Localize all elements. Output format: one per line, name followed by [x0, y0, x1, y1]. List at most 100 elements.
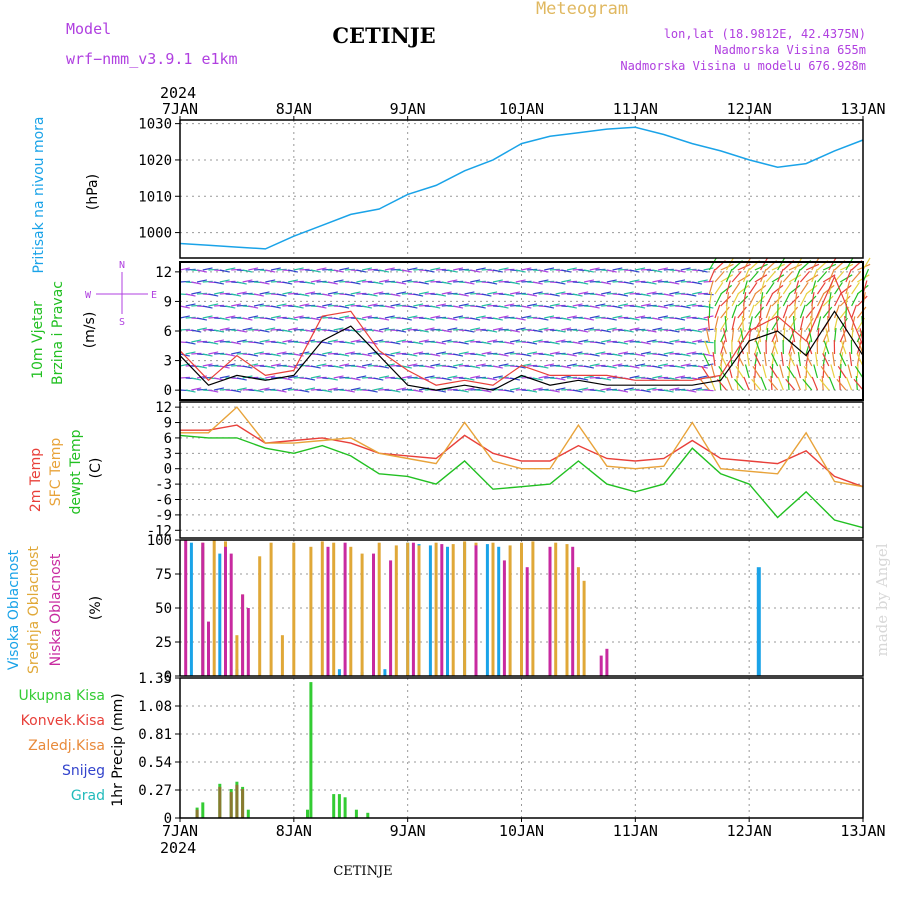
wind-arrow — [840, 340, 847, 355]
wind-arrow — [407, 376, 418, 379]
wind-arrow — [384, 267, 395, 271]
wind-arrow — [725, 303, 728, 319]
wind-arrow — [822, 363, 825, 379]
wind-arrow — [316, 363, 327, 367]
wind-arrow — [196, 269, 208, 273]
wind-gust-line — [179, 275, 864, 386]
wind-arrow — [509, 387, 521, 391]
wind-arrow — [842, 328, 847, 343]
wind-arrow — [527, 303, 538, 307]
wind-arrow — [515, 388, 526, 391]
wind-arrow — [646, 329, 657, 333]
temp-label-2: SFC Temp — [48, 438, 64, 507]
cloud-low-bar — [440, 544, 444, 676]
cloud-mid-bar — [582, 580, 586, 676]
wind-arrow — [362, 353, 373, 357]
wind-arrow — [470, 340, 481, 343]
panel-frame — [179, 539, 864, 677]
wind-arrow — [373, 281, 384, 285]
wind-arrow — [470, 317, 481, 321]
wind-arrow — [305, 304, 316, 307]
wind-arrow — [259, 339, 270, 343]
wind-arrow — [430, 376, 441, 379]
wind-arrow — [527, 364, 538, 367]
wind-arrow — [845, 280, 851, 295]
wind-arrow — [521, 353, 532, 357]
wind-arrow — [407, 363, 418, 367]
wind-arrow — [419, 352, 430, 355]
wind-arrow — [646, 281, 657, 285]
wind-arrow — [185, 293, 196, 297]
wind-arrow — [527, 351, 538, 355]
wind-arrow — [481, 316, 492, 319]
wind-arrow — [839, 328, 847, 343]
footer-station: CETINJE — [333, 864, 392, 879]
wind-arrow — [833, 328, 837, 343]
precip-frz-bar — [235, 784, 239, 818]
wind-arrow — [572, 389, 583, 393]
wind-arrow — [253, 303, 264, 307]
wind-arrow — [362, 315, 373, 319]
wind-arrow — [231, 364, 242, 367]
wind-arrow — [288, 292, 299, 295]
y-tick-label: 9 — [164, 416, 172, 432]
wind-arrow — [777, 268, 784, 283]
wind-arrow — [236, 304, 247, 307]
wind-arrow — [629, 365, 640, 369]
wind-arrow — [401, 365, 412, 369]
wind-arrow — [771, 363, 774, 379]
precip-total-bar — [343, 797, 347, 818]
wind-arrow — [686, 389, 697, 393]
wind-arrow — [692, 291, 703, 295]
y-tick-label: -12 — [147, 523, 172, 539]
wind-arrow — [816, 328, 820, 343]
wind-arrow — [566, 280, 578, 283]
wind-arrow — [618, 303, 629, 307]
wind-arrow — [629, 327, 640, 331]
wind-arrow — [703, 293, 714, 296]
wind-arrow — [697, 327, 708, 331]
wind-arrow — [709, 376, 716, 391]
wind-arrow — [595, 293, 606, 297]
wind-arrow — [595, 389, 606, 393]
wind-arrow — [680, 353, 691, 357]
precip-label-1: Ukupna Kisa — [18, 688, 105, 704]
wind-arrow — [231, 389, 242, 393]
wind-arrow — [816, 316, 822, 331]
wind-arrow — [470, 375, 481, 379]
wind-arrow — [822, 352, 827, 367]
wind-arrow — [509, 291, 521, 295]
wind-arrow — [851, 328, 854, 343]
wind-arrow — [601, 304, 612, 307]
cloud-high-bar — [189, 542, 193, 676]
wind-arrow — [475, 328, 486, 331]
wind-arrow — [822, 274, 836, 283]
wind-arrow — [754, 274, 768, 283]
wind-arrow — [799, 282, 809, 295]
wind-arrow — [788, 352, 792, 367]
wind-arrow — [760, 257, 769, 271]
wind-arrow — [544, 363, 555, 367]
wind-label-1: 10m Vjetar — [30, 301, 46, 379]
wind-arrow — [549, 351, 560, 355]
wind-arrow — [714, 271, 725, 283]
wind-arrow — [344, 351, 355, 355]
wind-arrow — [379, 340, 390, 343]
wind-arrow — [214, 329, 225, 333]
wind-arrow — [367, 316, 378, 319]
wind-arrow — [248, 353, 259, 357]
cloud-high-bar — [337, 669, 341, 676]
wind-arrow — [527, 293, 538, 297]
wind-arrow — [430, 267, 441, 271]
wind-arrow — [504, 303, 515, 307]
wind-arrow — [583, 365, 595, 369]
date-label-top: 9JAN — [390, 100, 426, 118]
wind-arrow — [686, 316, 697, 319]
wind-arrow — [629, 340, 640, 343]
date-label-bottom: 7JAN — [162, 822, 198, 840]
wind-arrow — [612, 267, 623, 271]
wind-arrow — [725, 268, 733, 283]
wind-arrow — [680, 315, 691, 319]
wind-arrow — [458, 364, 469, 367]
y-tick-label: -3 — [155, 477, 172, 493]
